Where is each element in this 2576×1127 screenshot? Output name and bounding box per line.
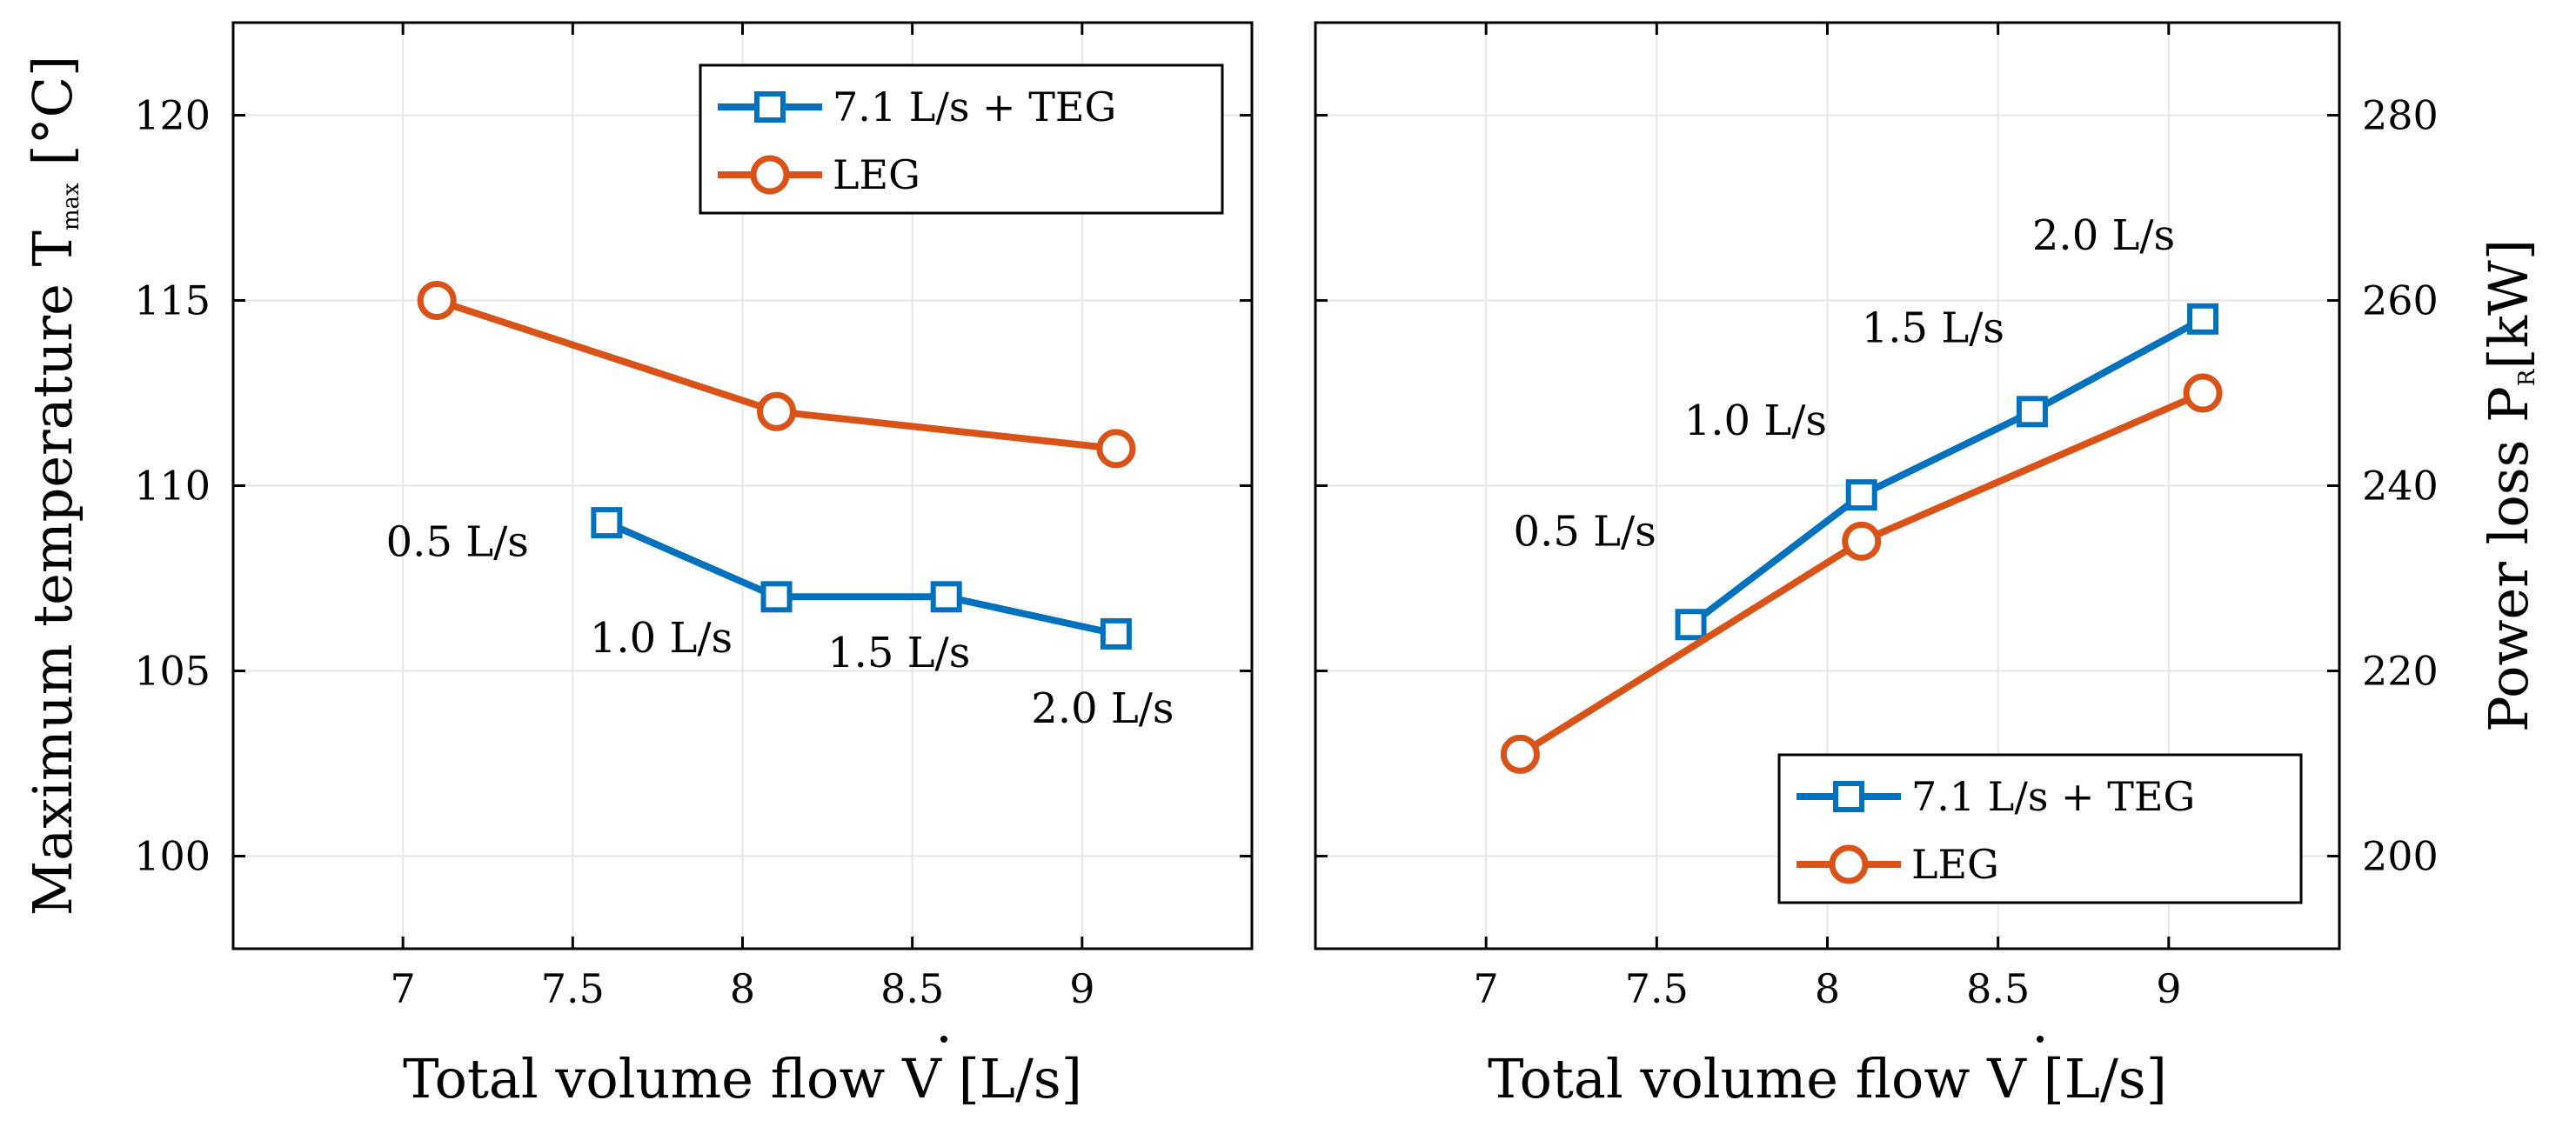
legend: 7.1 L/s + TEG LEG	[1777, 753, 2303, 904]
data-point-circle	[757, 391, 797, 431]
x-tick-label: 7	[391, 965, 416, 1012]
legend-marker-square	[1833, 781, 1864, 812]
flow-annotation: 2.0 L/s	[2032, 211, 2175, 260]
data-point-square	[591, 507, 623, 539]
chart-left-temperature: 7 7.5 8 8.5 9 100 105 110 115 120 Total volume flo…	[21, 21, 1254, 1110]
legend-marker-circle	[1829, 844, 1869, 884]
y-tick-label: 280	[2362, 92, 2439, 139]
data-point-circle	[1096, 429, 1136, 469]
y-tick-label: 260	[2362, 277, 2439, 324]
legend: 7.1 L/s + TEG LEG	[699, 63, 1224, 215]
y-axis-label-main: Power loss P	[2477, 386, 2540, 732]
data-point-square	[930, 581, 962, 613]
y-axis-label-main: Maximum temperature T	[21, 230, 84, 916]
series-line-0	[1689, 316, 2205, 628]
x-tick-label: 8.5	[1966, 965, 2030, 1012]
flow-annotation: 0.5 L/s	[386, 517, 529, 566]
series-line-0	[605, 519, 1117, 637]
x-tick-label: 9	[2156, 965, 2181, 1012]
x-tick-label: 7	[1474, 965, 1499, 1012]
legend-label: LEG	[1911, 841, 1999, 888]
y-axis-label-unit: [kW]	[2477, 239, 2540, 370]
y-axis-label-subscript: R	[2514, 368, 2540, 386]
y-tick-label: 115	[134, 277, 211, 324]
x-tick-label: 7.5	[1625, 965, 1689, 1012]
flow-dot-accent	[2037, 1036, 2044, 1043]
x-tick-label: 7.5	[541, 965, 605, 1012]
legend-marker-square	[754, 91, 786, 123]
x-tick-label: 9	[1069, 965, 1094, 1012]
flow-annotation: 2.0 L/s	[1031, 684, 1174, 733]
data-point-circle	[2183, 373, 2223, 413]
data-point-square	[760, 581, 793, 613]
data-point-square	[1675, 609, 1707, 641]
series-line-1	[1518, 390, 2205, 757]
x-tick-label: 8.5	[880, 965, 944, 1012]
data-point-circle	[1500, 734, 1540, 774]
legend-label: 7.1 L/s + TEG	[833, 83, 1116, 130]
flow-annotation: 1.0 L/s	[1684, 397, 1827, 445]
legend-box	[1777, 753, 2303, 904]
y-axis-label-unit: [°C]	[21, 56, 84, 183]
y-axis-label: Maximum temperature Tmax [°C]	[21, 56, 84, 916]
flow-annotation: 1.5 L/s	[1862, 303, 2004, 352]
flow-dot-accent	[940, 1036, 947, 1043]
y-tick-label: 200	[2362, 833, 2439, 880]
y-tick-label: 240	[2362, 463, 2439, 510]
y-tick-label: 100	[134, 833, 211, 880]
flow-annotation: 1.0 L/s	[590, 614, 733, 663]
data-point-circle	[417, 281, 457, 320]
data-point-square	[1845, 479, 1877, 511]
x-axis-label: Total volume flow V [L/s]	[1488, 1047, 2167, 1110]
x-tick-label: 8	[730, 965, 755, 1012]
y-tick-label: 110	[134, 463, 211, 510]
chart-right-power-loss: 7 7.5 8 8.5 9 200 220 240 260 280 Total volume flo…	[1314, 21, 2540, 1110]
data-point-square	[2016, 396, 2048, 428]
flow-annotation: 1.5 L/s	[827, 629, 970, 677]
flow-annotation: 0.5 L/s	[1514, 508, 1656, 557]
y-tick-label: 220	[2362, 648, 2439, 695]
y-axis-label-subscript: max	[58, 183, 84, 230]
legend-label: LEG	[833, 151, 920, 198]
legend-marker-circle	[750, 155, 790, 195]
legend-box	[699, 63, 1224, 215]
legend-label: 7.1 L/s + TEG	[1911, 773, 2195, 820]
data-point-circle	[1842, 521, 1882, 561]
data-point-square	[1100, 617, 1132, 650]
y-axis-label: Power loss PR[kW]	[2477, 239, 2540, 732]
x-tick-label: 8	[1815, 965, 1840, 1012]
y-tick-label: 105	[134, 648, 211, 695]
y-tick-label: 120	[134, 92, 211, 139]
data-point-square	[2187, 303, 2219, 335]
x-axis-label: Total volume flow V [L/s]	[403, 1047, 1082, 1110]
